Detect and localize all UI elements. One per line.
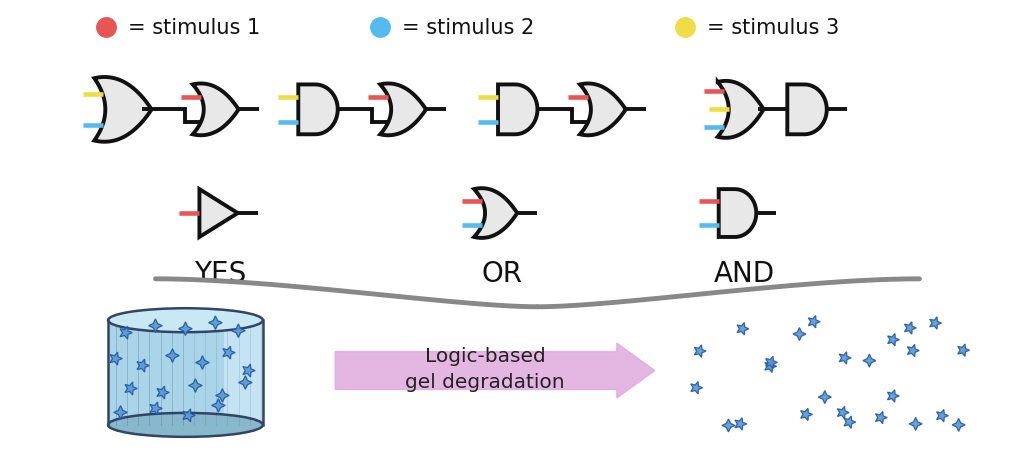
Text: OR: OR (481, 259, 522, 287)
Text: Logic-based
gel degradation: Logic-based gel degradation (405, 346, 565, 391)
Ellipse shape (108, 308, 263, 332)
Polygon shape (792, 328, 805, 341)
Polygon shape (843, 416, 855, 428)
Polygon shape (474, 189, 517, 239)
Polygon shape (717, 82, 763, 138)
Polygon shape (149, 319, 162, 333)
Polygon shape (137, 359, 149, 372)
Polygon shape (243, 364, 255, 377)
Polygon shape (690, 382, 702, 394)
Polygon shape (817, 391, 830, 404)
Polygon shape (929, 317, 941, 330)
Polygon shape (211, 399, 225, 412)
Polygon shape (298, 85, 337, 135)
Polygon shape (196, 356, 209, 369)
Polygon shape (874, 411, 887, 424)
Polygon shape (223, 346, 235, 359)
Text: YES: YES (194, 259, 247, 287)
Text: = stimulus 1: = stimulus 1 (127, 18, 260, 37)
Polygon shape (837, 406, 848, 419)
Polygon shape (120, 327, 132, 339)
Text: = stimulus 2: = stimulus 2 (401, 18, 534, 37)
Polygon shape (497, 85, 537, 135)
Polygon shape (694, 345, 705, 358)
Polygon shape (839, 352, 850, 364)
Polygon shape (580, 84, 625, 136)
Polygon shape (215, 389, 229, 402)
FancyArrow shape (335, 343, 654, 398)
Polygon shape (165, 349, 179, 363)
Polygon shape (765, 356, 776, 369)
Polygon shape (380, 84, 426, 136)
Polygon shape (764, 360, 775, 373)
Polygon shape (150, 402, 162, 415)
Polygon shape (908, 418, 921, 430)
Polygon shape (787, 85, 826, 135)
Polygon shape (862, 354, 875, 367)
Polygon shape (114, 406, 127, 419)
Polygon shape (951, 419, 964, 432)
Polygon shape (157, 386, 169, 399)
Polygon shape (238, 376, 252, 389)
Polygon shape (737, 323, 748, 335)
Polygon shape (808, 316, 819, 328)
Polygon shape (887, 390, 899, 402)
Polygon shape (94, 78, 152, 143)
Polygon shape (182, 409, 195, 422)
Text: AND: AND (713, 259, 774, 287)
Polygon shape (189, 379, 202, 392)
Polygon shape (125, 382, 138, 395)
Polygon shape (907, 345, 918, 357)
Polygon shape (904, 322, 915, 334)
Polygon shape (193, 84, 238, 136)
Polygon shape (935, 410, 948, 422)
Polygon shape (957, 344, 968, 357)
Polygon shape (224, 321, 263, 425)
Polygon shape (800, 408, 812, 421)
Ellipse shape (108, 413, 263, 437)
Polygon shape (231, 324, 245, 338)
Polygon shape (209, 316, 222, 330)
Text: = stimulus 3: = stimulus 3 (706, 18, 839, 37)
Polygon shape (108, 321, 263, 425)
Polygon shape (718, 190, 755, 237)
Polygon shape (178, 322, 192, 336)
Polygon shape (110, 352, 122, 365)
Polygon shape (721, 419, 735, 432)
Polygon shape (887, 334, 899, 346)
Polygon shape (200, 190, 237, 237)
Polygon shape (735, 418, 746, 430)
